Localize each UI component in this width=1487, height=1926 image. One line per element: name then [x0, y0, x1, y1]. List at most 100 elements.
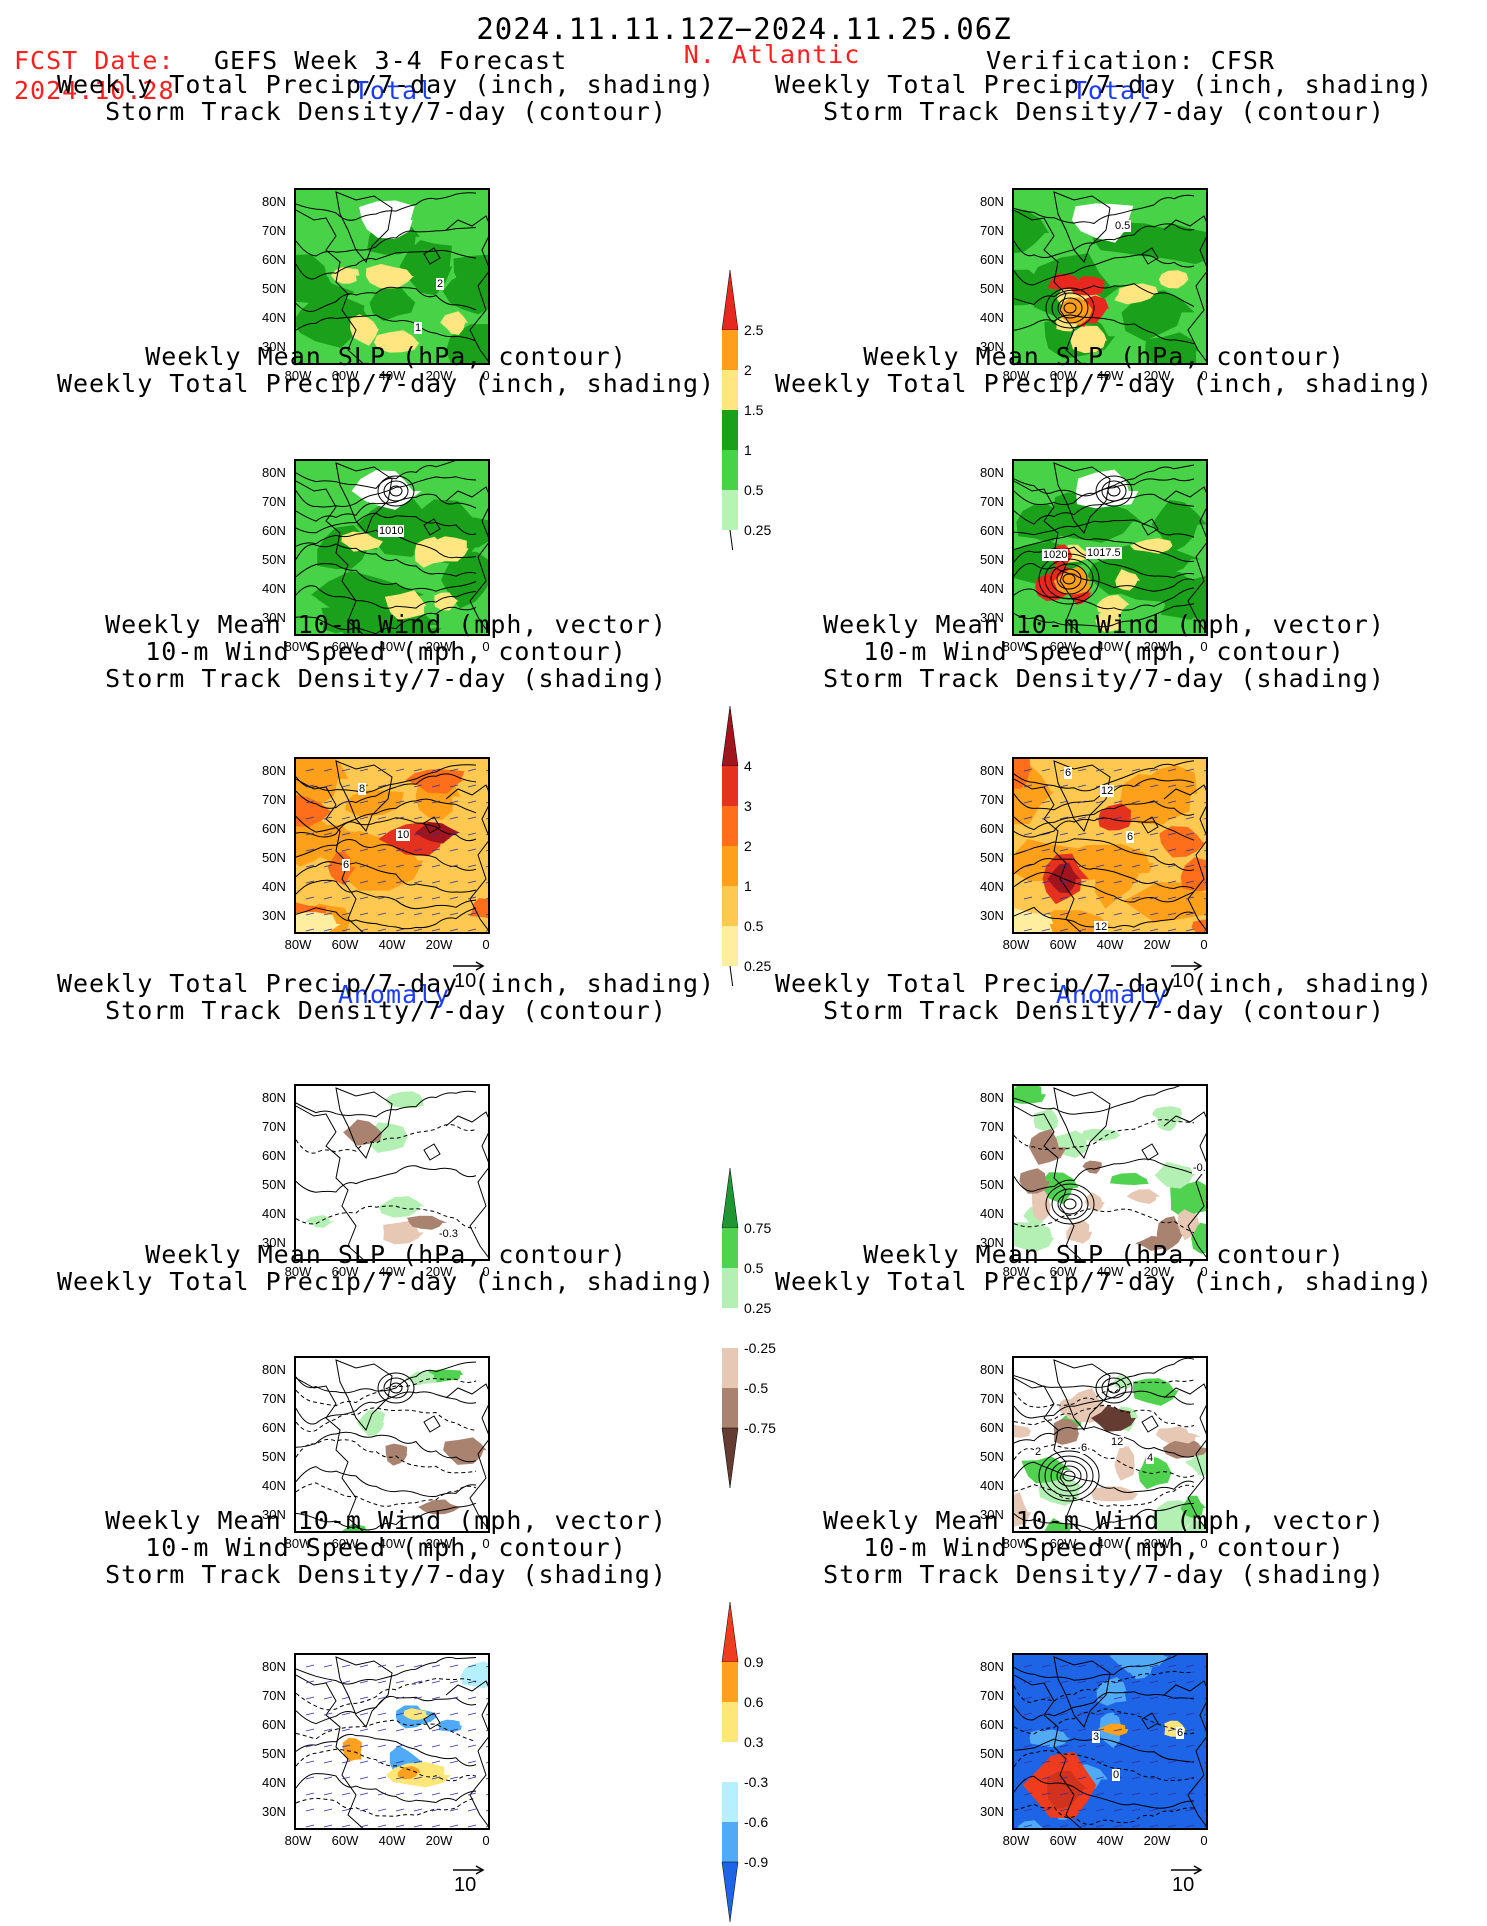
lat-tick-label: 40N — [262, 581, 286, 596]
shaded-region — [1162, 1438, 1206, 1459]
wind-vector — [1059, 1792, 1069, 1796]
coastline — [423, 247, 441, 265]
wind-vector — [449, 1664, 459, 1668]
shaded-region — [1114, 1446, 1135, 1481]
shaded-region — [418, 1499, 461, 1515]
wind-vector — [449, 832, 459, 836]
colorbar-swatch — [722, 1822, 738, 1862]
wind-vector — [395, 784, 405, 788]
wind-vector — [1059, 1744, 1069, 1748]
region-label: N. Atlantic — [683, 40, 861, 69]
panel-title: Weekly Total Precip/7-day (inch, shading… — [775, 970, 1433, 1024]
panel-title-line: Weekly Mean 10-m Wind (mph, vector) — [105, 610, 667, 639]
coastline — [445, 784, 488, 931]
contour-line — [296, 839, 477, 871]
coastline — [335, 191, 393, 263]
wind-vector — [431, 1824, 441, 1828]
wind-vector — [431, 816, 441, 820]
wind-vector — [467, 800, 477, 804]
map-canvas — [296, 461, 488, 634]
contour-line — [296, 543, 477, 577]
wind-vector — [431, 928, 441, 932]
contour-line — [1014, 478, 1195, 506]
wind-vector — [1203, 930, 1206, 932]
colorbar-swatch — [722, 766, 738, 806]
contour-label: 6 — [1126, 831, 1135, 843]
wind-vector — [395, 1680, 405, 1684]
wind-vector — [1095, 800, 1105, 804]
wind-vector — [467, 832, 477, 836]
wind-vector — [449, 1696, 459, 1700]
wind-vector — [341, 1792, 351, 1796]
contour-line — [296, 461, 456, 489]
panel-title: Weekly Mean 10-m Wind (mph, vector) 10-m … — [823, 1507, 1385, 1588]
wind-vector — [341, 1744, 351, 1748]
lat-tick-label: 30N — [262, 610, 286, 625]
wind-vector — [1131, 1744, 1141, 1748]
contour-line — [1014, 838, 1195, 871]
contour-line — [296, 585, 477, 609]
wind-vector — [359, 1824, 369, 1828]
wind-vector — [1185, 1760, 1195, 1764]
lon-tick-label: 60W — [331, 1536, 359, 1551]
wind-vector — [1113, 864, 1123, 868]
lat-tick-label: 40N — [262, 1478, 286, 1493]
map-canvas — [1014, 190, 1206, 363]
wind-vector — [1023, 880, 1033, 884]
shaded-region — [1014, 210, 1049, 254]
wind-vector — [395, 1728, 405, 1732]
lat-tick-label: 70N — [262, 792, 286, 807]
lat-tick-label: 50N — [980, 1177, 1004, 1192]
colorbar-label: 0.25 — [744, 1300, 772, 1316]
wind-vector — [1185, 912, 1195, 916]
wind-vector — [1023, 1680, 1033, 1684]
panel-title-line: Weekly Total Precip/7-day (inch, shading… — [56, 369, 716, 398]
wind-vector — [1149, 1792, 1159, 1796]
wind-vector — [377, 864, 387, 868]
map-canvas — [1014, 1086, 1206, 1259]
wind-vector — [1023, 1760, 1033, 1764]
lon-tick-label: 20W — [425, 639, 453, 654]
wind-vector — [1185, 832, 1195, 836]
wind-vector — [323, 1664, 333, 1668]
wind-vector — [467, 1760, 477, 1764]
contour-line — [1014, 1708, 1195, 1735]
wind-vector — [1041, 1792, 1051, 1796]
wind-vector — [1041, 1712, 1051, 1716]
wind-vector — [395, 816, 405, 820]
shaded-region — [1082, 1160, 1102, 1174]
map-canvas — [296, 759, 488, 932]
wind-vector — [1023, 848, 1033, 852]
shaded-region — [397, 1766, 421, 1780]
wind-vector — [449, 1824, 459, 1828]
shaded-region — [1114, 283, 1159, 305]
contour-label: 0.5 — [1114, 220, 1132, 232]
colorbar-swatch — [722, 330, 738, 370]
wind-vector — [1095, 848, 1105, 852]
wind-vector — [1113, 1712, 1123, 1716]
contour-ring — [1044, 1455, 1094, 1497]
wind-vector — [1059, 1760, 1069, 1764]
forecast-name: GEFS Week 3-4 Forecast — [214, 46, 568, 75]
contour-line — [1014, 1803, 1195, 1825]
wind-vector — [305, 1760, 315, 1764]
colorbar-swatch — [722, 846, 738, 886]
contour-line — [1014, 1404, 1195, 1428]
wind-vector — [1203, 1730, 1206, 1732]
wind-vector — [1167, 1728, 1177, 1732]
wind-vector — [1095, 1728, 1105, 1732]
contour-label: 1017.5 — [1086, 547, 1122, 559]
wind-vector — [413, 1824, 423, 1828]
wind-vector — [1131, 1760, 1141, 1764]
wind-vector — [1077, 816, 1087, 820]
contour-line — [296, 227, 477, 257]
lat-tick-label: 30N — [980, 908, 1004, 923]
wind-vector — [467, 928, 477, 932]
wind-vector — [1149, 1744, 1159, 1748]
wind-vector — [1167, 1664, 1177, 1668]
lon-tick-label: 20W — [425, 937, 453, 952]
wind-vector — [413, 1664, 423, 1668]
wind-vector — [1131, 912, 1141, 916]
shaded-region — [1130, 538, 1173, 554]
wind-vector — [1077, 800, 1087, 804]
